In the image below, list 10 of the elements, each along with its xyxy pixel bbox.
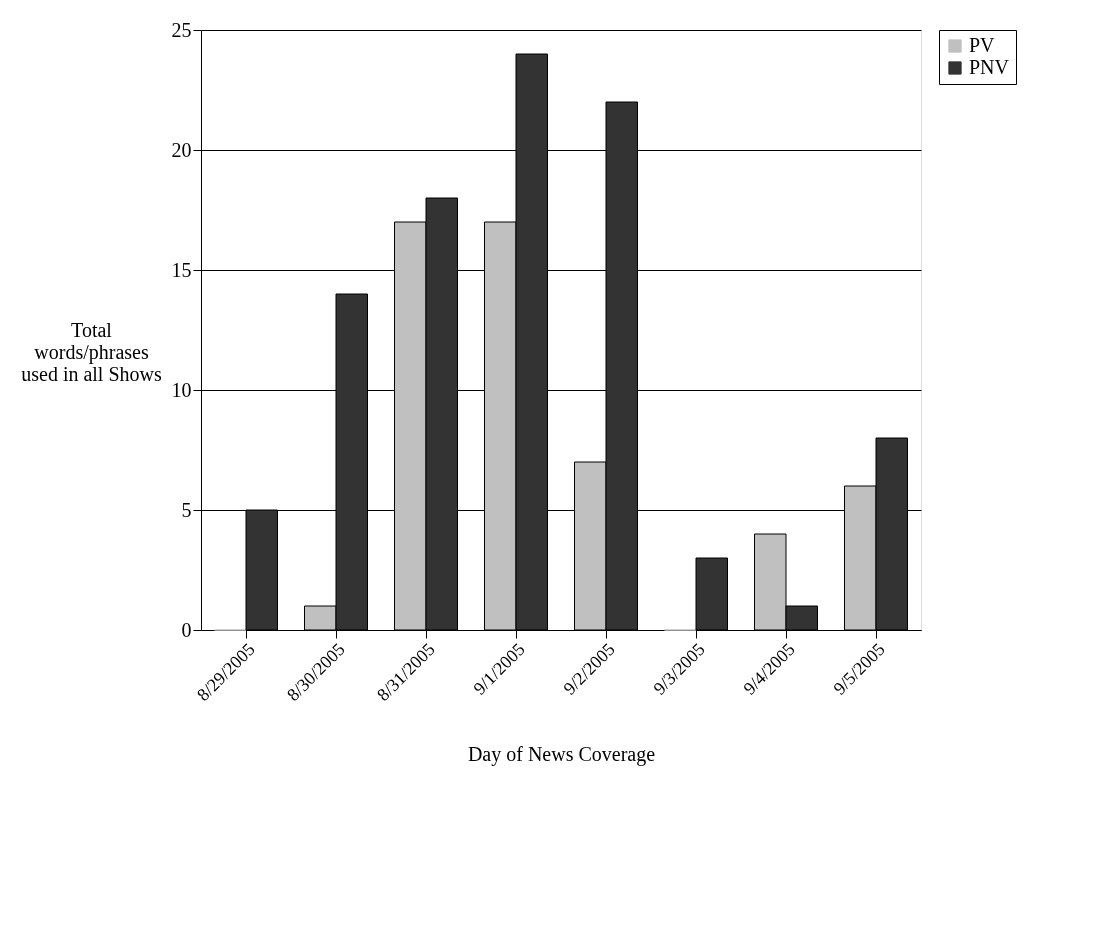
y-tick-label: 0 <box>181 618 192 641</box>
y-tick-label: 15 <box>171 258 192 281</box>
legend-label: PNV <box>969 56 1010 78</box>
y-tick-label: 20 <box>171 138 192 161</box>
y-tick-label: 5 <box>181 498 192 521</box>
y-axis-title: Total words/phrases used in all Shows <box>21 318 162 385</box>
y-tick-label: 10 <box>171 378 192 401</box>
legend-label: PV <box>969 34 996 56</box>
y-tick-label: 25 <box>171 18 192 41</box>
x-axis-title: Day of News Coverage <box>467 742 656 766</box>
